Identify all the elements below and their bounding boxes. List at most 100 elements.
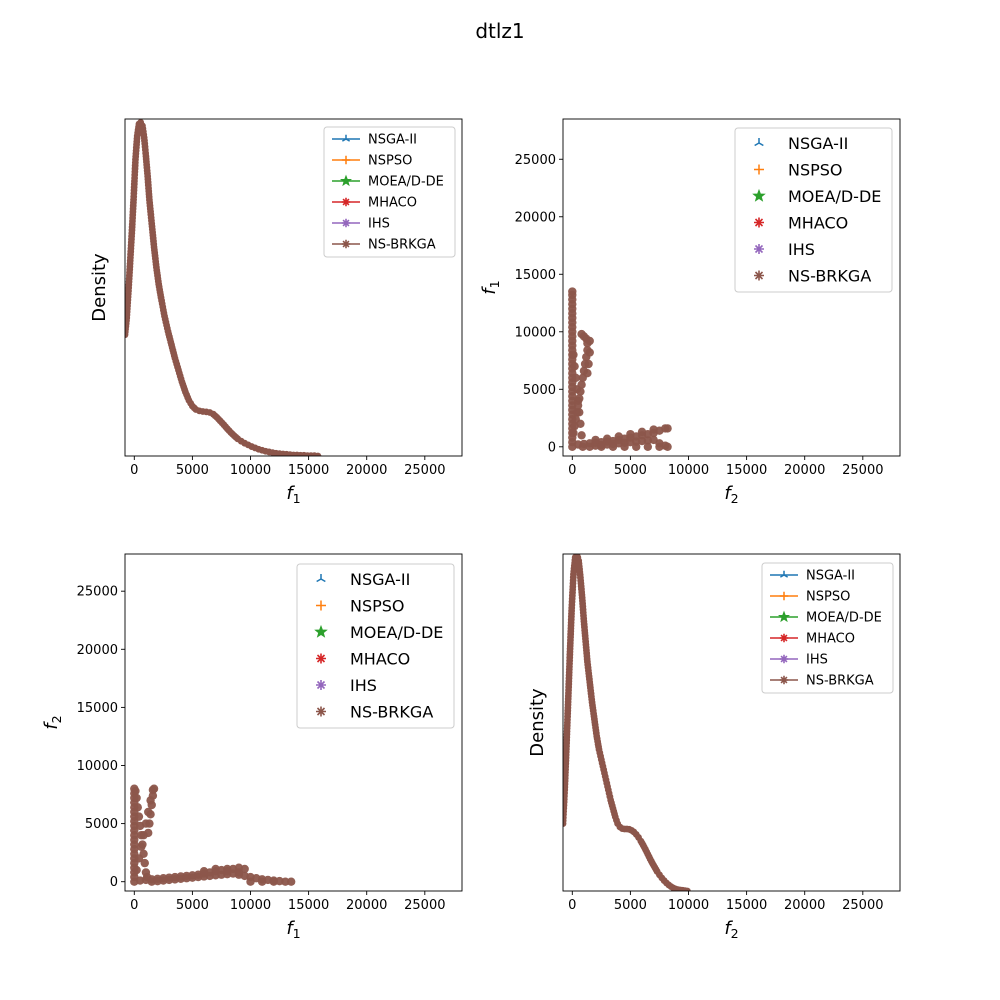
data-point [569,350,578,359]
legend-entry: NSGA-II [316,570,410,589]
data-point [571,414,580,424]
legend-marker [779,654,789,664]
axes-frame [562,553,901,892]
data-point [314,452,322,456]
chart-panel-4: 0 5000 10000 15000 20000 25000 f2 Density NSGA-I… [527,553,901,941]
data-point [140,858,149,868]
legend-marker [754,244,764,254]
data-point [571,373,580,382]
x-axis-label: f1 [286,483,300,506]
axes-frame [562,118,901,457]
plot-area [130,784,296,886]
data-point [663,442,672,451]
legend-marker [316,600,326,611]
data-point [199,867,209,876]
data-point [683,887,691,891]
x-tick-label: 10000 [230,463,271,478]
legend: NSGA-II NSPSO MOEA/D-DE MHACO IHS NS-BRKGA [761,562,894,694]
legend-label: NS-BRKGA [806,674,874,689]
data-point [573,401,583,410]
x-tick-label: 20000 [784,463,825,478]
figure-title: dtlz1 [475,19,524,43]
y-tick-label: 25000 [77,585,118,600]
x-tick-label: 0 [130,463,138,478]
data-point [246,877,255,886]
x-tick-label: 15000 [726,898,767,913]
legend-entry: NSGA-II [770,569,855,584]
x-tick-label: 0 [568,898,576,913]
data-point [141,819,151,828]
legend-entry: MHACO [754,214,848,233]
data-point [148,785,158,795]
x-tick-label: 10000 [668,463,709,478]
legend-entry: IHS [754,240,815,259]
legend-label: NSGA-II [806,569,855,584]
legend-entry: NSGA-II [332,133,417,148]
legend-box [734,127,893,293]
legend-entry: NSPSO [770,590,850,605]
legend: NSGA-II NSPSO MOEA/D-DE MHACO IHS NS-BRKGA [323,126,456,258]
legend-entry: MHACO [316,650,410,669]
legend-marker [341,218,351,228]
data-point [572,408,582,417]
data-point [632,442,641,451]
x-tick-label: 10000 [668,898,709,913]
data-point [585,348,594,357]
data-point [134,812,144,821]
y-tick-label: 25000 [515,153,556,168]
data-point [269,877,278,886]
x-tick-label: 25000 [404,463,445,478]
legend-label: NSGA-II [788,134,848,153]
x-tick-label: 25000 [404,898,445,913]
legend-entry: MHACO [332,196,417,211]
legend-label: MHACO [788,214,848,233]
legend-label: MHACO [350,650,410,669]
legend-marker [341,197,351,207]
legend-marker [752,188,766,202]
legend-marker [316,680,326,690]
legend-entry: NSPSO [332,154,412,169]
chart-panel-2: 0 5000 10000 15000 20000 25000 0 5000 10000 15000… [479,118,901,506]
legend-marker [316,574,326,583]
data-point [626,429,635,439]
x-tick-label: 15000 [726,463,767,478]
data-point [146,796,155,805]
legend-label: MOEA/D-DE [368,175,444,190]
data-point [286,877,296,886]
legend-entry: NS-BRKGA [332,238,436,253]
data-point [575,394,584,403]
legend-label: NSPSO [350,597,405,616]
legend-entry: MOEA/D-DE [332,175,444,190]
legend-label: IHS [788,240,815,259]
x-tick-label: 25000 [842,898,883,913]
legend-entry: MHACO [770,632,855,647]
legend-label: NSPSO [368,154,412,169]
legend-label: NSPSO [806,590,850,605]
y-tick-label: 20000 [77,643,118,658]
legend-entry: NSGA-II [754,134,848,153]
data-point [223,867,232,876]
x-axis-label: f2 [724,483,738,506]
legend-label: IHS [368,217,390,232]
x-axis-label: f2 [724,918,738,941]
legend-entry: NS-BRKGA [770,674,874,689]
data-point [602,434,612,443]
legend-marker [316,653,326,664]
y-axis-label: f1 [479,280,502,294]
x-tick-label: 20000 [346,463,387,478]
legend-marker [316,706,326,717]
legend-entry: MOEA/D-DE [314,623,443,642]
x-tick-label: 5000 [176,898,209,913]
data-point [134,854,144,863]
legend-label: NSGA-II [350,570,410,589]
y-axis-label: Density [89,253,110,322]
plot-area [568,287,672,451]
y-tick-label: 5000 [85,817,118,832]
x-tick-label: 20000 [784,898,825,913]
legend-label: NS-BRKGA [788,267,871,286]
data-point [576,387,585,396]
x-tick-label: 5000 [614,898,647,913]
data-point [570,421,579,431]
data-point [583,368,592,378]
data-point [591,435,600,445]
